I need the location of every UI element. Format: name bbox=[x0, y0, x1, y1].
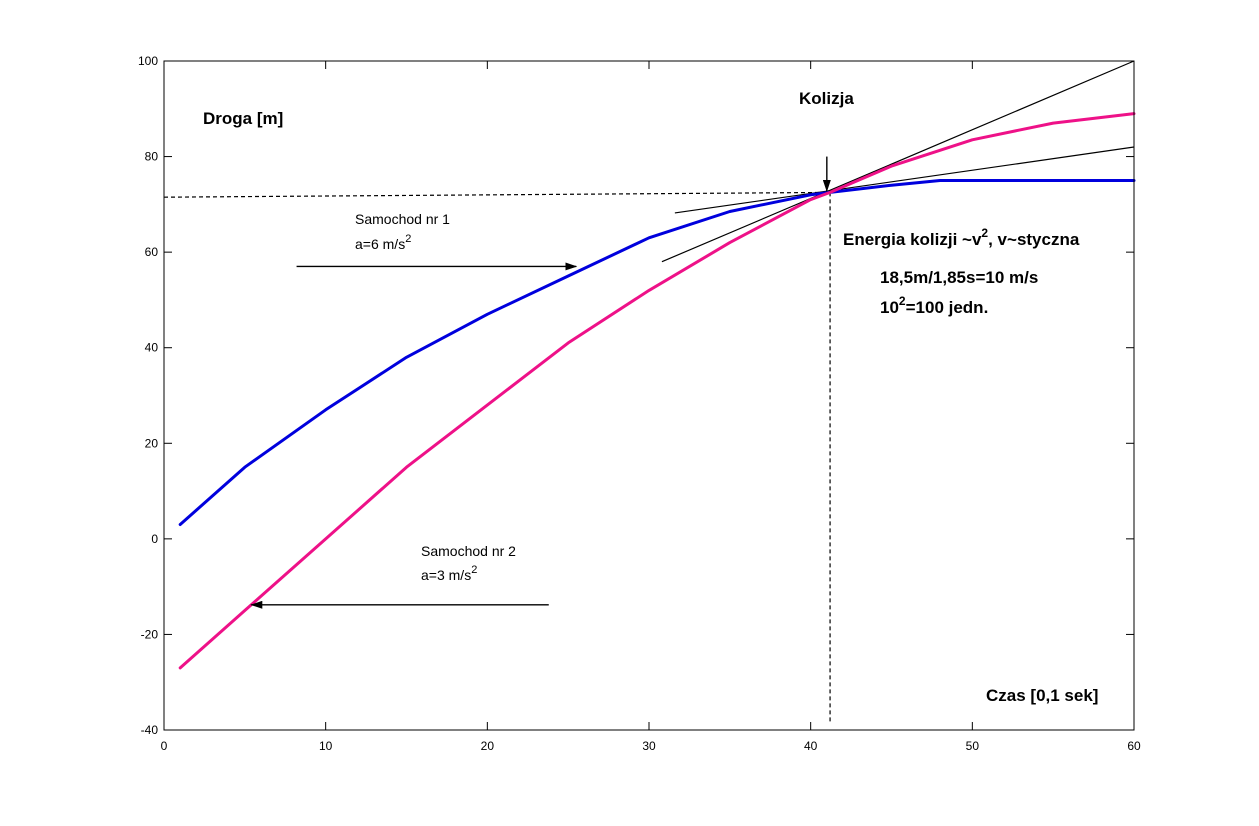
y-axis-label: Droga [m] bbox=[203, 109, 283, 128]
energy-exponent: 2 bbox=[981, 226, 988, 240]
x-tick-label: 30 bbox=[642, 739, 656, 753]
tangent-line-1 bbox=[661, 60, 1135, 263]
y-tick-label: -20 bbox=[141, 627, 159, 641]
collision-label: Kolizja bbox=[799, 89, 854, 108]
x-tick-label: 0 bbox=[161, 739, 168, 753]
guide-line-1 bbox=[163, 191, 831, 198]
car2-accel-value: a=3 m/s bbox=[421, 567, 471, 583]
plot-frame bbox=[163, 60, 1135, 731]
series-line-1 bbox=[178, 179, 1136, 526]
tangent-lines bbox=[661, 60, 1135, 263]
y-tick-label: -40 bbox=[141, 723, 159, 737]
x-tick-labels: 0 10 20 30 40 50 60 bbox=[161, 739, 1141, 753]
y-tick-label: 20 bbox=[145, 436, 159, 450]
y-tick-label: 40 bbox=[145, 341, 159, 355]
x-axis-label: Czas [0,1 sek] bbox=[986, 686, 1098, 705]
tangent-line-2 bbox=[674, 146, 1135, 214]
x-tick-label: 40 bbox=[804, 739, 818, 753]
x-tick-label: 50 bbox=[966, 739, 980, 753]
car1-name: Samochod nr 1 bbox=[355, 211, 450, 227]
car1-accel-exponent: 2 bbox=[405, 233, 411, 245]
car2-accel-exponent: 2 bbox=[471, 564, 477, 576]
energy-units: 102=100 jedn. bbox=[880, 294, 988, 317]
car1-accel-value: a=6 m/s bbox=[355, 236, 405, 252]
x-tick-label: 10 bbox=[319, 739, 333, 753]
y-tick-label: 80 bbox=[145, 150, 159, 164]
series-line-2 bbox=[178, 112, 1136, 670]
energy-suffix: , v~styczna bbox=[988, 230, 1080, 249]
units-suffix: =100 jedn. bbox=[906, 298, 989, 317]
x-tick-label: 20 bbox=[481, 739, 495, 753]
axis-ticks bbox=[163, 60, 1135, 731]
units-exponent: 2 bbox=[899, 294, 906, 308]
data-series bbox=[178, 112, 1136, 670]
energy-prefix: Energia kolizji ~v bbox=[843, 230, 982, 249]
x-tick-label: 60 bbox=[1127, 739, 1141, 753]
y-tick-label: 0 bbox=[151, 532, 158, 546]
y-tick-labels: -40 -20 0 20 40 60 80 100 bbox=[138, 54, 158, 737]
car2-name: Samochod nr 2 bbox=[421, 543, 516, 559]
velocity-calculation: 18,5m/1,85s=10 m/s bbox=[880, 268, 1038, 287]
units-base: 10 bbox=[880, 298, 899, 317]
y-tick-label: 100 bbox=[138, 54, 158, 68]
y-tick-label: 60 bbox=[145, 245, 159, 259]
car2-acceleration: a=3 m/s2 bbox=[421, 564, 477, 583]
annotation-arrows bbox=[250, 156, 831, 609]
car1-acceleration: a=6 m/s2 bbox=[355, 233, 411, 252]
collision-energy-text: Energia kolizji ~v2, v~styczna bbox=[843, 226, 1080, 249]
guide-lines bbox=[163, 191, 831, 723]
